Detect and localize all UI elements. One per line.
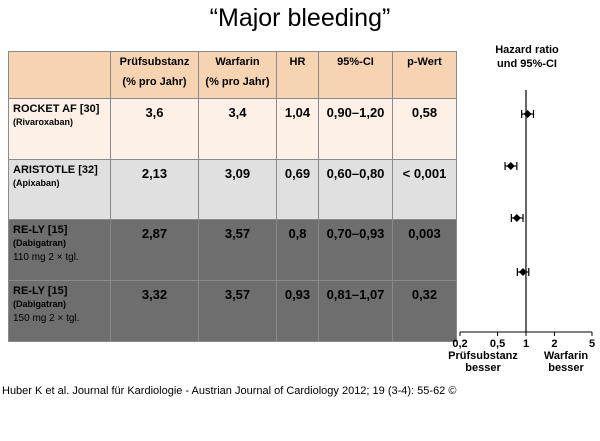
trial-name-cell: ROCKET AF [30] (Rivaroxaban) [8,98,111,160]
trial-name-cell: RE-LY [15] (Dabigatran) 150 mg 2 × tgl. [8,280,111,342]
warfarin-rate: 3,57 [198,280,277,342]
citation: Huber K et al. Journal für Kardiologie -… [2,385,457,397]
hazard-ratio-marker [523,110,532,118]
pruef-rate: 2,13 [110,159,199,220]
right-axis-label: Warfarin besser [543,350,589,374]
header-pruefsubstanz: Prüfsubstanz (% pro Jahr) [110,51,199,99]
confidence-interval: 0,81–1,07 [318,280,393,342]
header-warfarin: Warfarin (% pro Jahr) [198,51,277,99]
trial-name-cell: RE-LY [15] (Dabigatran) 110 mg 2 × tgl. [8,219,111,281]
hazard-ratio: 1,04 [276,98,319,160]
confidence-interval: 0,70–0,93 [318,219,393,281]
table-row: RE-LY [15] (Dabigatran) 110 mg 2 × tgl. … [8,219,457,281]
x-tick-label: 5 [589,338,595,350]
trial-table: Prüfsubstanz (% pro Jahr) Warfarin (% pro … [8,51,457,342]
forest-plot-title: Hazard ratio und 95%-CI [495,44,559,70]
warfarin-rate: 3,09 [198,159,277,220]
pruef-rate: 3,6 [110,98,199,160]
p-value: 0,32 [392,280,457,342]
pruef-rate: 2,87 [110,219,199,281]
trial-name-cell: ARISTOTLE [32] (Apixaban) [8,159,111,220]
p-value: 0,58 [392,98,457,160]
table-row: RE-LY [15] (Dabigatran) 150 mg 2 × tgl. … [8,280,457,342]
table-header-row: Prüfsubstanz (% pro Jahr) Warfarin (% pro … [8,51,457,99]
header-ci: 95%-CI [318,51,393,99]
p-value: 0,003 [392,219,457,281]
confidence-interval: 0,90–1,20 [318,98,393,160]
hazard-ratio-marker [506,162,515,170]
warfarin-rate: 3,4 [198,98,277,160]
left-axis-label: Prüfsubstanz besser [448,350,518,374]
hazard-ratio: 0,8 [276,219,319,281]
pruef-rate: 3,32 [110,280,199,342]
x-tick-label: 0,2 [452,338,467,350]
x-tick-label: 2 [551,338,557,350]
header-hr: HR [276,51,319,99]
x-tick-label: 1 [523,338,529,350]
hazard-ratio: 0,93 [276,280,319,342]
confidence-interval: 0,60–0,80 [318,159,393,220]
header-p-value: p-Wert [392,51,457,99]
warfarin-rate: 3,57 [198,219,277,281]
x-tick-label: 0,5 [490,338,505,350]
header-blank [8,51,111,99]
forest-plot: 0,2 0,5 1 2 5 [452,90,595,350]
table-row: ARISTOTLE [32] (Apixaban) 2,13 3,09 0,69… [8,159,457,220]
hazard-ratio-marker [512,214,521,222]
slide-title: “Major bleeding” [209,4,391,32]
table-row: ROCKET AF [30] (Rivaroxaban) 3,6 3,4 1,0… [8,98,457,160]
hazard-ratio: 0,69 [276,159,319,220]
hazard-ratio-marker [519,268,528,276]
